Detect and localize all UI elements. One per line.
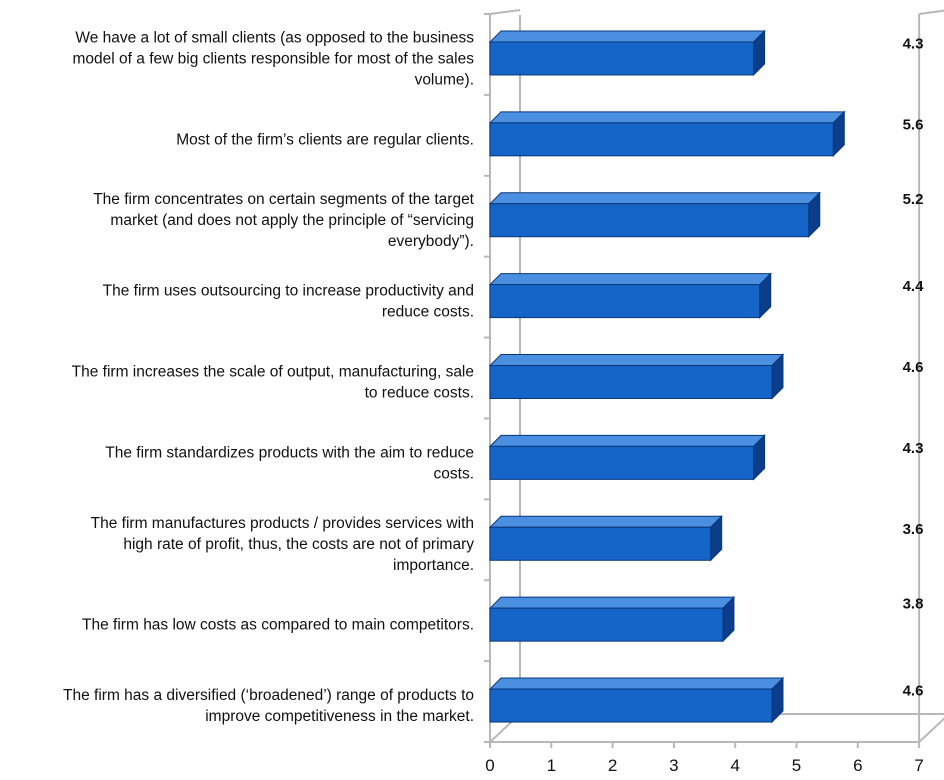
category-label: Most of the firm’s clients are regular c…: [176, 131, 474, 148]
bar-value-label: 5.6: [903, 116, 924, 133]
category-label-line: everybody”).: [388, 233, 474, 250]
x-tick-label: 4: [730, 756, 739, 775]
category-label-line: The firm manufactures products / provide…: [91, 515, 474, 532]
bar: [489, 445, 755, 480]
bar: [489, 122, 834, 157]
bar-top-face: [488, 596, 736, 609]
x-tick-label: 0: [485, 756, 494, 775]
right-wall-top-edge: [918, 9, 944, 15]
x-tick-label: 3: [669, 756, 678, 775]
category-label-line: The firm increases the scale of output, …: [72, 364, 474, 381]
category-label: The firm increases the scale of output, …: [72, 364, 474, 402]
category-label-line: to reduce costs.: [365, 385, 474, 402]
category-label-line: The firm concentrates on certain segment…: [93, 191, 474, 208]
bar-value-label: 5.2: [903, 191, 924, 208]
bar-top-face: [488, 273, 772, 286]
bar-value-label: 4.6: [903, 683, 924, 700]
category-label: The firm manufactures products / provide…: [91, 515, 475, 574]
bar-value-label: 4.6: [903, 359, 924, 376]
x-tick-label: 5: [792, 756, 801, 775]
category-label-line: high rate of profit, thus, the costs are…: [123, 536, 474, 553]
bar-value-label: 3.8: [903, 596, 924, 613]
category-label-line: The firm has low costs as compared to ma…: [82, 617, 474, 634]
category-label-line: improve competitiveness in the market.: [205, 708, 474, 725]
x-tick-label: 7: [914, 756, 923, 775]
category-label: The firm standardizes products with the …: [105, 444, 474, 482]
bar: [489, 41, 755, 76]
bar-value-label: 4.4: [903, 278, 925, 295]
category-label: We have a lot of small clients (as oppos…: [73, 29, 475, 88]
category-label-line: The firm has a diversified (‘broadened’)…: [63, 687, 474, 704]
bar-value-label: 4.3: [903, 35, 924, 52]
bar-value-label: 4.3: [903, 440, 924, 457]
category-label: The firm concentrates on certain segment…: [93, 191, 474, 250]
category-label-line: volume).: [415, 71, 474, 88]
category-label: The firm has low costs as compared to ma…: [82, 617, 474, 634]
bar: [489, 526, 712, 561]
bar-top-face: [488, 354, 785, 366]
bar: [489, 365, 773, 399]
bar: [489, 203, 810, 238]
category-label-line: The firm standardizes products with the …: [105, 444, 474, 461]
floor-right-edge: [918, 717, 944, 743]
bar-top-face: [488, 192, 821, 205]
left-wall-top-edge: [489, 9, 521, 15]
bar-top-face: [488, 677, 785, 690]
category-label-line: market (and does not apply the principle…: [110, 212, 474, 229]
x-tick-label: 1: [547, 756, 556, 775]
x-tick-label: 6: [853, 756, 862, 775]
bar: [489, 284, 761, 319]
bar-top-face: [488, 434, 766, 447]
category-label-line: We have a lot of small clients (as oppos…: [75, 29, 474, 46]
x-tick-label: 2: [608, 756, 617, 775]
bar-top-face: [488, 515, 723, 528]
category-label-line: The firm uses outsourcing to increase pr…: [103, 283, 474, 300]
category-label-line: model of a few big clients responsible f…: [73, 50, 475, 67]
category-label-line: importance.: [393, 557, 474, 574]
category-label-line: Most of the firm’s clients are regular c…: [176, 131, 474, 148]
category-label: The firm uses outsourcing to increase pr…: [103, 283, 474, 321]
bar-top-face: [488, 30, 766, 43]
bar-top-face: [488, 111, 846, 124]
bar: [489, 688, 773, 723]
bar-value-label: 3.6: [903, 521, 924, 538]
category-label-line: costs.: [434, 465, 474, 482]
category-label-line: reduce costs.: [382, 304, 474, 321]
bar: [489, 607, 724, 642]
category-label: The firm has a diversified (‘broadened’)…: [63, 687, 474, 725]
